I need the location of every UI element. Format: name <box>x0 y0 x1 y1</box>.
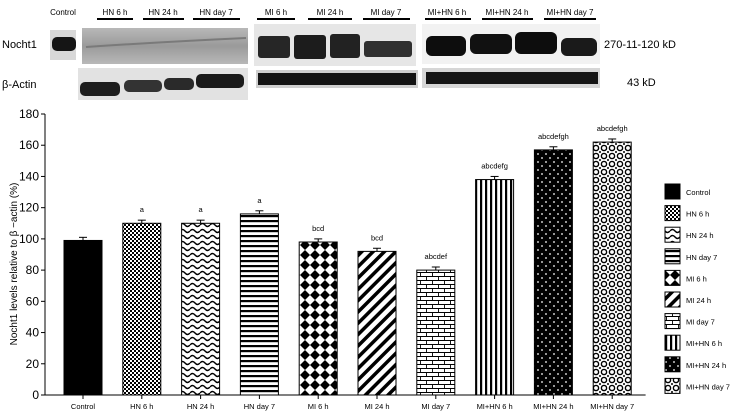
x-tick-label: MI+HN 6 h <box>477 402 513 411</box>
x-tick-label: MI day 7 <box>421 402 450 411</box>
bars: a a a bcd bcd abcdef abcdefg abcdefgh abcdefgh <box>63 124 632 396</box>
legend-swatch <box>664 291 681 308</box>
blot-lane-label: HN 6 h <box>103 8 128 17</box>
legend-label: HN 6 h <box>686 210 709 219</box>
y-tick-label: 160 <box>19 138 39 152</box>
x-tick-label: MI+HN 24 h <box>533 402 573 411</box>
x-tick-label: HN 24 h <box>187 402 215 411</box>
blot-lane-label: MI+HN day 7 <box>547 8 594 17</box>
legend-label: MI+HN 24 h <box>686 361 726 370</box>
significance-label: bcd <box>371 233 383 242</box>
x-tick-label: Control <box>71 402 96 411</box>
blot-lane-label: MI+HN 6 h <box>428 8 466 17</box>
legend-label: MI+HN day 7 <box>686 382 730 391</box>
x-tick-label: HN 6 h <box>130 402 153 411</box>
significance-label: a <box>257 196 262 205</box>
nocht1-size-label: 270-11-120 kD <box>604 39 676 51</box>
actin-blot-image <box>78 68 600 100</box>
legend-label: MI 6 h <box>686 274 707 283</box>
bar <box>592 141 632 396</box>
y-tick-label: 80 <box>26 263 40 277</box>
blot-lane-label: MI 6 h <box>265 8 287 17</box>
blot-lane-label: HN day 7 <box>199 8 233 17</box>
legend-label: Control <box>686 188 711 197</box>
legend: Control HN 6 h HN 24 h HN day 7 MI 6 h MI 24 … <box>664 183 730 394</box>
legend-label: MI day 7 <box>686 318 715 327</box>
significance-label: abcdef <box>425 252 448 261</box>
bar <box>122 222 162 396</box>
bar <box>298 241 338 396</box>
bar <box>533 149 573 396</box>
significance-label: bcd <box>312 224 324 233</box>
blot-lane-label: HN 24 h <box>148 8 177 17</box>
x-tick-label: MI 6 h <box>308 402 329 411</box>
blot-panel: Control HN 6 h HN 24 h HN day 7 MI 6 h MI 24 … <box>2 8 676 100</box>
actin-row-label: β-Actin <box>2 79 36 91</box>
blot-lane-label: MI+HN 24 h <box>486 8 529 17</box>
bar <box>239 213 279 396</box>
y-axis: 0 20 40 60 80 100 120 140 160 180 <box>19 107 46 402</box>
bar <box>357 250 397 396</box>
legend-label: MI 24 h <box>686 296 711 305</box>
y-tick-label: 20 <box>26 357 40 371</box>
bar-chart: 0 20 40 60 80 100 120 140 160 180 Control HN 6 h HN… <box>9 107 730 411</box>
blot-lane-label: MI 24 h <box>317 8 344 17</box>
y-tick-label: 120 <box>19 201 39 215</box>
significance-label: abcdefg <box>481 161 508 170</box>
y-axis-label: Nocht1 levels relative to β −actin (%) <box>9 183 20 346</box>
nocht1-row-label: Nocht1 <box>2 39 37 51</box>
bar <box>475 179 515 396</box>
nocht1-blot-image <box>50 24 600 66</box>
bar <box>181 222 221 396</box>
x-tick-label: HN day 7 <box>244 402 275 411</box>
blot-lane-label: Control <box>50 8 76 17</box>
legend-swatch <box>664 183 681 200</box>
x-tick-label: MI 24 h <box>364 402 389 411</box>
x-tick-label: MI+HN day 7 <box>590 402 634 411</box>
y-tick-label: 40 <box>26 326 40 340</box>
legend-swatch <box>664 313 681 330</box>
legend-swatch <box>664 377 681 394</box>
bar <box>63 239 103 396</box>
significance-label: a <box>140 205 145 214</box>
y-tick-label: 60 <box>26 294 40 308</box>
significance-label: abcdefgh <box>538 132 569 141</box>
legend-label: MI+HN 6 h <box>686 339 722 348</box>
legend-swatch <box>664 205 681 222</box>
significance-label: abcdefgh <box>597 124 628 133</box>
legend-swatch <box>664 248 681 265</box>
legend-swatch <box>664 226 681 243</box>
y-tick-label: 180 <box>19 107 39 121</box>
legend-label: HN day 7 <box>686 253 717 262</box>
blot-lane-label: MI day 7 <box>371 8 402 17</box>
significance-label: a <box>199 205 204 214</box>
blot-lane-labels: Control HN 6 h HN 24 h HN day 7 MI 6 h MI 24 … <box>50 8 594 17</box>
x-axis: Control HN 6 h HN 24 h HN day 7 MI 6 h MI 24 … <box>45 394 646 411</box>
legend-swatch <box>664 269 681 286</box>
bar <box>416 269 456 396</box>
y-tick-label: 100 <box>19 232 39 246</box>
legend-swatch <box>664 334 681 351</box>
legend-label: HN 24 h <box>686 231 714 240</box>
y-tick-label: 140 <box>19 169 39 183</box>
y-tick-label: 0 <box>32 388 39 402</box>
legend-swatch <box>664 356 681 373</box>
actin-size-label: 43 kD <box>627 77 656 89</box>
